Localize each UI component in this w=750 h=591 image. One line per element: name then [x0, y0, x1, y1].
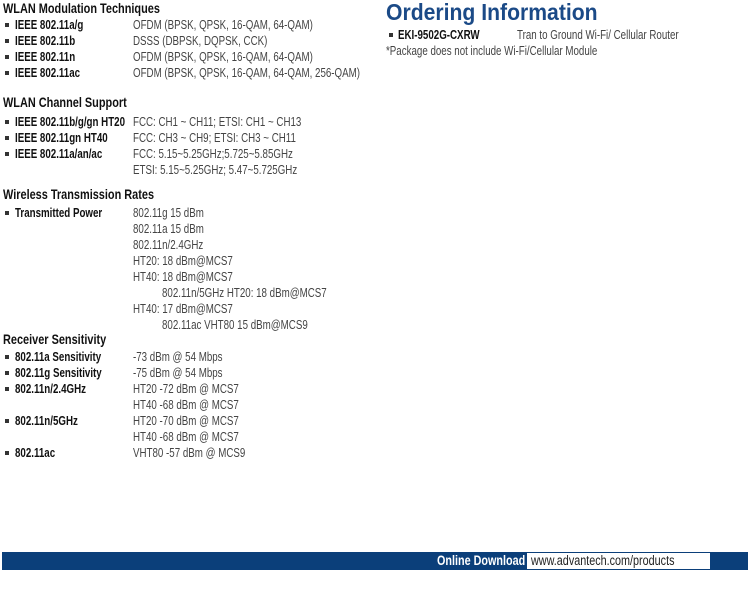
spec-value: HT20 -70 dBm @ MCS7 — [133, 414, 239, 428]
spec-value: HT40 -68 dBm @ MCS7 — [133, 398, 239, 412]
spec-label: 802.11g Sensitivity — [15, 366, 102, 380]
spec-label: Transmitted Power — [15, 206, 103, 220]
spec-label: 802.11n/5GHz — [15, 414, 78, 428]
spec-value: OFDM (BPSK, QPSK, 16-QAM, 64-QAM) — [133, 50, 313, 64]
bullet-icon — [5, 39, 9, 43]
spec-label: 802.11ac — [15, 446, 56, 460]
spec-value: HT40: 17 dBm@MCS7 — [133, 302, 233, 316]
bullet-icon — [5, 371, 9, 375]
spec-value: HT40: 18 dBm@MCS7 — [133, 270, 233, 284]
bullet-icon — [5, 136, 9, 140]
section-title-modulation: WLAN Modulation Techniques — [3, 0, 160, 16]
spec-value: 802.11n/2.4GHz — [133, 238, 204, 252]
spec-value: 802.11g 15 dBm — [133, 206, 204, 220]
bullet-icon — [5, 419, 9, 423]
bullet-icon — [5, 23, 9, 27]
bullet-icon — [5, 120, 9, 124]
spec-label: 802.11a Sensitivity — [15, 350, 102, 364]
bullet-icon — [5, 211, 9, 215]
spec-label: IEEE 802.11n — [15, 50, 76, 64]
spec-value: ETSI: 5.15~5.25GHz; 5.47~5.725GHz — [133, 163, 298, 177]
spec-label: IEEE 802.11a/g — [15, 18, 84, 32]
spec-value: HT20 -72 dBm @ MCS7 — [133, 382, 239, 396]
bullet-icon — [5, 355, 9, 359]
order-description: Tran to Ground Wi-Fi/ Cellular Router — [517, 28, 679, 42]
spec-value: DSSS (DBPSK, DQPSK, CCK) — [133, 34, 268, 48]
spec-value: 802.11ac VHT80 15 dBm@MCS9 — [162, 318, 308, 332]
bullet-icon — [5, 387, 9, 391]
spec-value: VHT80 -57 dBm @ MCS9 — [133, 446, 246, 460]
spec-value: FCC: CH3 ~ CH9; ETSI: CH3 ~ CH11 — [133, 131, 296, 145]
spec-value: -75 dBm @ 54 Mbps — [133, 366, 223, 380]
section-title-ordering: Ordering Information — [386, 0, 598, 25]
spec-value: HT40 -68 dBm @ MCS7 — [133, 430, 239, 444]
order-note: *Package does not include Wi-Fi/Cellular… — [386, 44, 598, 58]
section-title-transmission: Wireless Transmission Rates — [3, 186, 155, 202]
footer-bar: Online Download www.advantech.com/produc… — [2, 552, 748, 570]
spec-value: FCC: 5.15~5.25GHz;5.725~5.85GHz — [133, 147, 293, 161]
bullet-icon — [5, 152, 9, 156]
spec-value: FCC: CH1 ~ CH11; ETSI: CH1 ~ CH13 — [133, 115, 302, 129]
online-download-label: Online Download — [437, 553, 526, 568]
section-title-sensitivity: Receiver Sensitivity — [3, 331, 107, 347]
spec-label: 802.11n/2.4GHz — [15, 382, 87, 396]
bullet-icon — [5, 55, 9, 59]
bullet-icon — [5, 71, 9, 75]
download-url-box: www.advantech.com/products — [527, 553, 710, 569]
bullet-icon — [5, 451, 9, 455]
spec-value: -73 dBm @ 54 Mbps — [133, 350, 223, 364]
spec-label: IEEE 802.11a/an/ac — [15, 147, 103, 161]
spec-label: IEEE 802.11ac — [15, 66, 81, 80]
spec-value: OFDM (BPSK, QPSK, 16-QAM, 64-QAM, 256-QA… — [133, 66, 361, 80]
order-part-number: EKI-9502G-CXRW — [398, 28, 480, 42]
spec-label: IEEE 802.11b — [15, 34, 76, 48]
spec-label: IEEE 802.11gn HT40 — [15, 131, 108, 145]
spec-value: 802.11n/5GHz HT20: 18 dBm@MCS7 — [162, 286, 327, 300]
download-url-link[interactable]: www.advantech.com/products — [531, 553, 675, 568]
spec-value: 802.11a 15 dBm — [133, 222, 204, 236]
spec-label: IEEE 802.11b/g/gn HT20 — [15, 115, 126, 129]
section-title-channel: WLAN Channel Support — [3, 94, 127, 110]
spec-value: HT20: 18 dBm@MCS7 — [133, 254, 233, 268]
spec-value: OFDM (BPSK, QPSK, 16-QAM, 64-QAM) — [133, 18, 313, 32]
bullet-icon — [389, 33, 393, 37]
